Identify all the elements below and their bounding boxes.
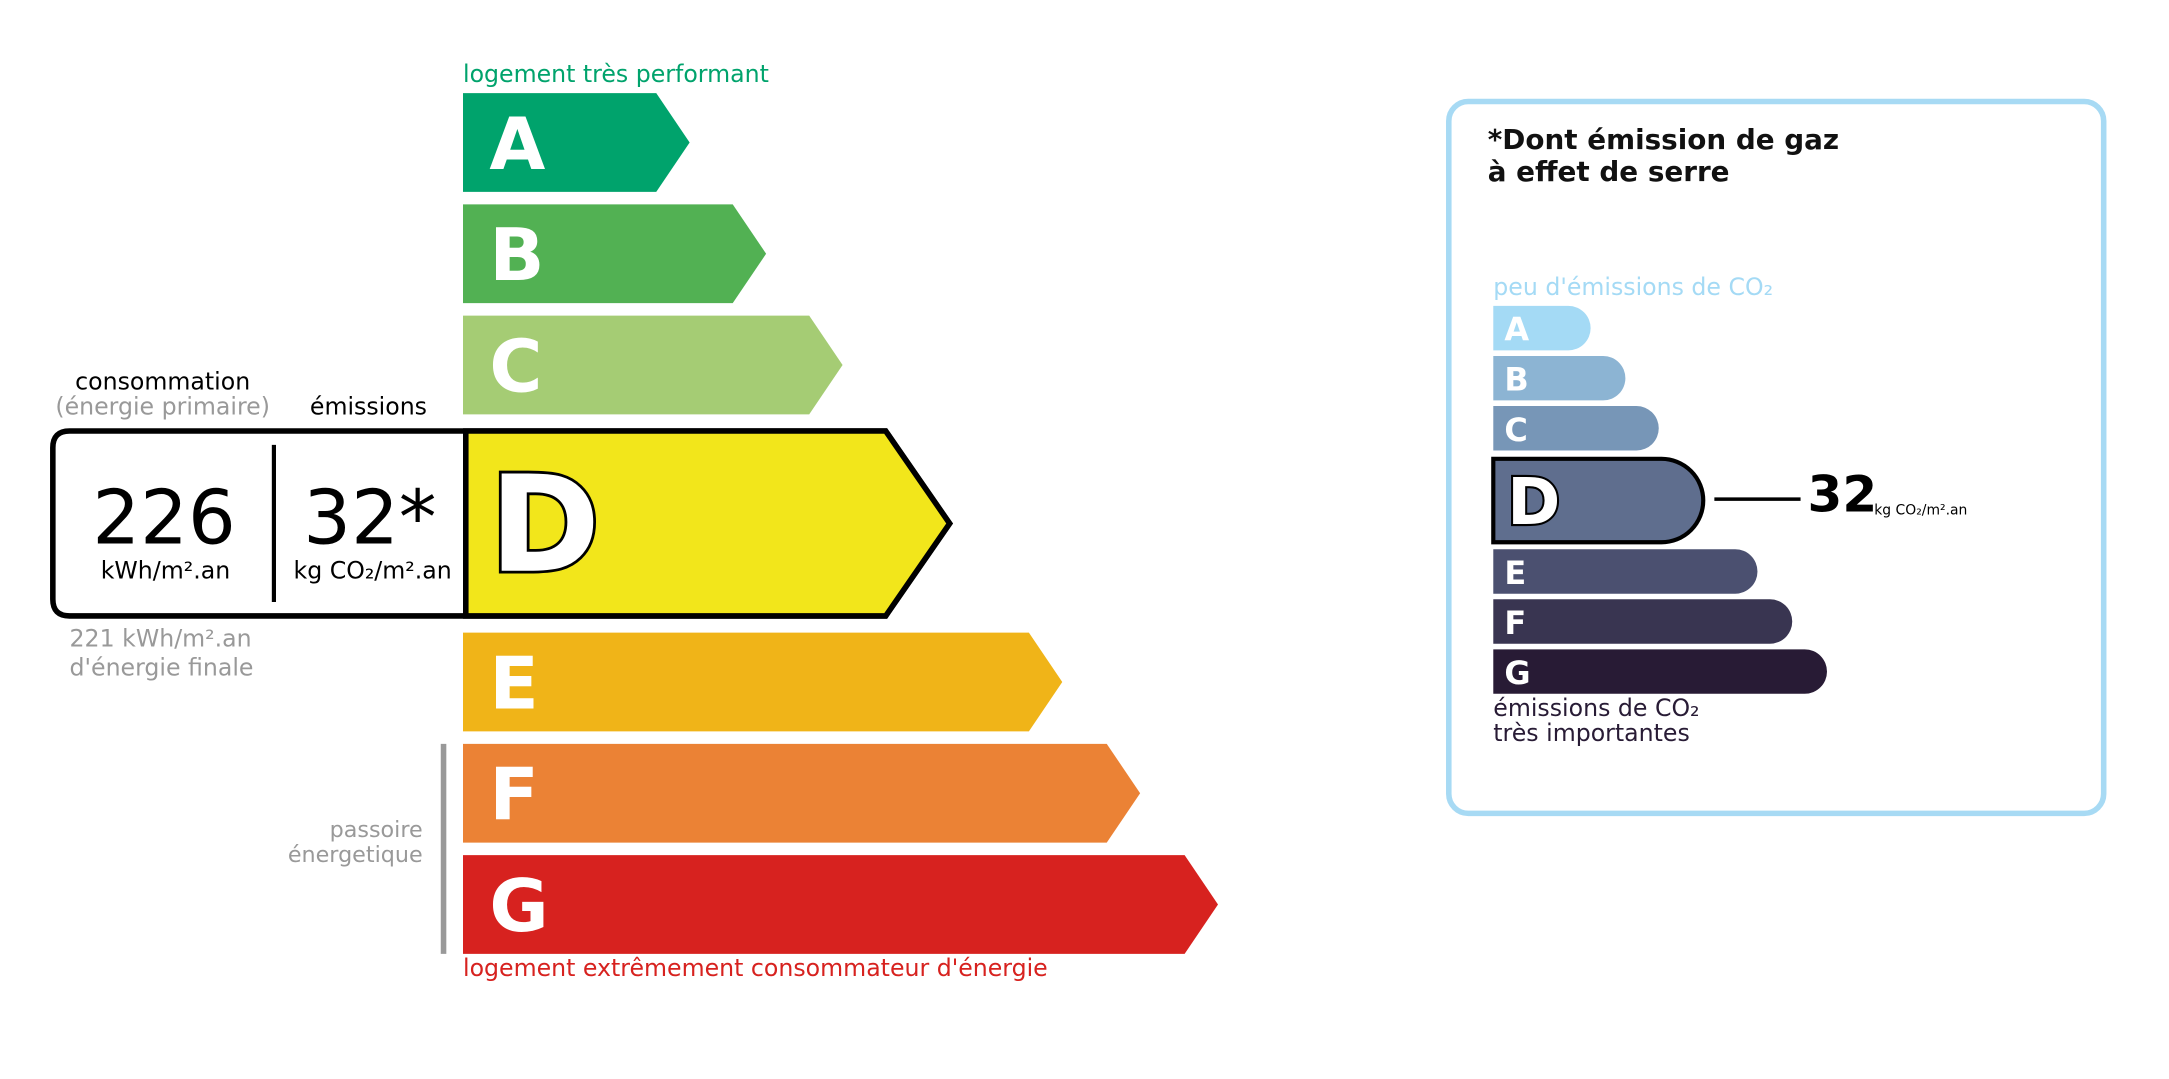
ges-title-line2: à effet de serre	[1487, 154, 1730, 188]
energy-bar-B	[463, 204, 767, 304]
ges-bar-A	[1493, 305, 1591, 351]
final-energy-label: d'énergie finale	[69, 654, 254, 683]
consumption-value: 226	[92, 474, 236, 562]
ges-letter-G: G	[1504, 654, 1530, 692]
ges-letter-A: A	[1504, 311, 1529, 349]
ges-bar-B	[1493, 355, 1626, 401]
energy-bar-D	[463, 428, 954, 619]
ges-bar-D	[1491, 456, 1706, 545]
ges-letter-C: C	[1504, 411, 1527, 449]
ges-bar-F	[1493, 599, 1793, 644]
energy-bar-C	[463, 315, 843, 415]
consumption-subheading: (énergie primaire)	[55, 393, 270, 422]
consumption-heading: consommation	[75, 368, 251, 397]
ges-letter-B: B	[1504, 361, 1528, 399]
energy-letter-A: A	[489, 103, 545, 187]
ges-value: 32	[1807, 467, 1878, 525]
ges-unit: kg CO₂/m².an	[1874, 503, 1968, 519]
energy-bar-E	[463, 632, 1063, 732]
passoire-label-1: passoire	[329, 816, 423, 843]
emissions-value: 32*	[303, 474, 437, 562]
emissions-unit: kg CO₂/m².an	[293, 557, 452, 586]
ges-letter-E: E	[1504, 554, 1526, 592]
energy-bar-F	[463, 743, 1141, 843]
ges-bar-E	[1493, 549, 1758, 594]
energy-top-label: logement très performant	[463, 61, 769, 89]
consumption-unit: kWh/m².an	[100, 557, 231, 586]
energy-letter-E: E	[489, 642, 538, 726]
ges-bar-C	[1493, 405, 1659, 451]
ges-bar-G	[1493, 649, 1827, 694]
energy-bar-G	[463, 855, 1218, 954]
passoire-label-2: énergetique	[287, 841, 423, 868]
emissions-heading: émissions	[309, 393, 428, 422]
final-energy-value: 221 kWh/m².an	[69, 625, 252, 654]
energy-bar-A	[463, 93, 690, 192]
energy-bottom-label: logement extrêmement consommateur d'éner…	[463, 955, 1048, 984]
energy-letter-D: D	[489, 448, 600, 603]
energy-letter-C: C	[489, 325, 542, 409]
energy-letter-B: B	[489, 214, 544, 298]
ges-panel	[1446, 98, 2107, 817]
ges-letter-F: F	[1504, 604, 1526, 642]
energy-letter-G: G	[489, 865, 548, 949]
energy-letter-F: F	[489, 754, 538, 838]
ges-bottom-label-2: très importantes	[1493, 720, 1690, 749]
ges-top-label: peu d'émissions de CO₂	[1493, 273, 1774, 302]
ges-letter-D: D	[1507, 466, 1560, 540]
ges-bottom-label-1: émissions de CO₂	[1493, 695, 1700, 724]
ges-title-line1: *Dont émission de gaz	[1487, 122, 1840, 156]
